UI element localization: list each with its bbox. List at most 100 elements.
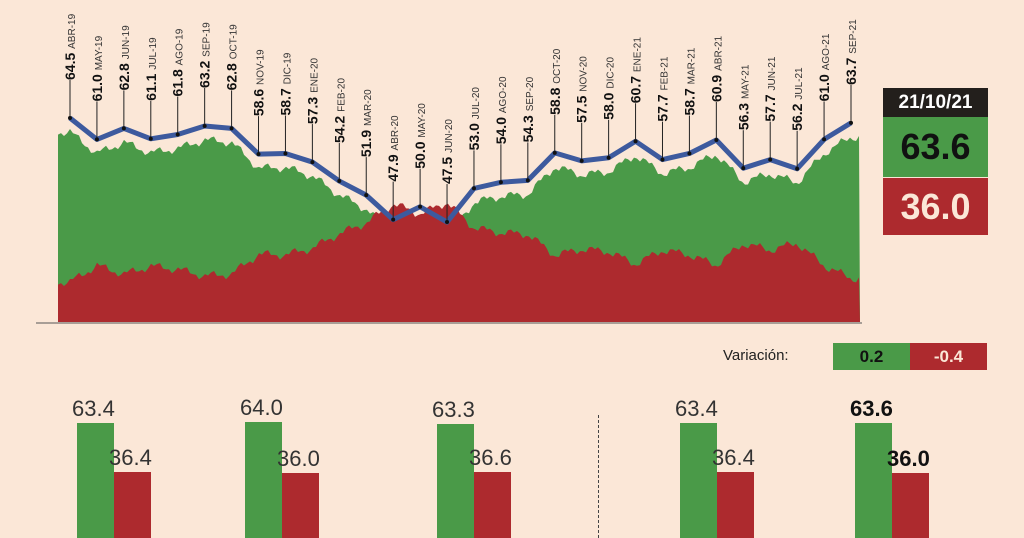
point-value: 54.2	[331, 112, 347, 143]
data-point	[687, 151, 692, 156]
data-point	[660, 157, 665, 162]
point-label: 61.0 MAY-19	[89, 35, 105, 101]
point-value: 58.7	[681, 84, 697, 115]
point-month: JUN-21	[767, 56, 778, 90]
point-month: ABR-20	[390, 115, 401, 150]
data-point	[418, 204, 423, 209]
point-label: 57.7 FEB-21	[654, 56, 670, 121]
point-month: MAY-20	[417, 103, 428, 138]
point-label: 60.7 ENE-21	[628, 37, 644, 104]
point-value: 60.9	[708, 71, 724, 102]
data-point	[822, 137, 827, 142]
point-month: FEB-20	[336, 78, 347, 112]
point-value: 57.7	[762, 90, 778, 121]
point-value: 53.0	[466, 119, 482, 150]
data-point	[148, 136, 153, 141]
point-value: 51.9	[358, 126, 374, 157]
desaprobacion-bar	[892, 472, 929, 538]
point-value: 62.8	[224, 59, 240, 90]
point-value: 61.1	[143, 70, 159, 101]
data-point	[94, 137, 99, 142]
data-point	[175, 132, 180, 137]
point-month: FEB-21	[659, 56, 670, 90]
approval-line	[68, 116, 853, 225]
data-point	[714, 138, 719, 143]
desaprobacion-bar-label: 36.6	[469, 444, 512, 470]
point-label: 54.2 FEB-20	[331, 78, 347, 143]
desaprobacion-bar	[717, 472, 754, 538]
point-label: 47.9 ABR-20	[385, 115, 401, 182]
data-point	[633, 139, 638, 144]
aprobacion-bar	[245, 422, 282, 538]
aprobacion-bar	[680, 423, 717, 538]
point-value: 61.0	[89, 70, 105, 101]
point-month: ABR-19	[67, 13, 78, 48]
data-point	[310, 160, 315, 165]
desaprobacion-bar-label: 36.0	[277, 445, 320, 471]
point-month: JUN-19	[121, 25, 132, 59]
variation-approval: 0.2	[833, 343, 910, 370]
data-point	[795, 166, 800, 171]
data-point	[849, 120, 853, 125]
data-point	[552, 150, 557, 155]
point-label: 58.7 DIC-19	[277, 52, 293, 115]
desaprobacion-bar-label: 36.4	[109, 445, 152, 471]
aprobacion-bar-label: 64.0	[240, 395, 283, 421]
variation-label: Variación:	[723, 347, 789, 364]
point-month: SEP-20	[525, 76, 536, 111]
data-point	[337, 179, 342, 184]
point-label: 61.0 AGO-21	[816, 33, 832, 101]
point-label: 57.7 JUN-21	[762, 56, 778, 121]
aprobacion-bar-label: 63.6	[850, 396, 893, 421]
data-point	[445, 220, 450, 225]
point-month: JUL-20	[471, 87, 482, 120]
point-label: 63.7 SEP-21	[843, 19, 859, 85]
point-month: OCT-19	[229, 24, 240, 59]
data-point	[498, 180, 503, 185]
point-label: 47.5 JUN-20	[439, 119, 455, 184]
divider-dashed	[598, 415, 599, 538]
desaprobacion-bar	[282, 472, 319, 538]
point-value: 57.5	[574, 92, 590, 123]
point-value: 63.2	[197, 57, 213, 88]
point-label: 61.8 AGO-19	[170, 28, 186, 96]
current-approval: 63.6	[883, 117, 988, 177]
data-point	[68, 116, 72, 120]
aprobacion-bar	[855, 423, 892, 538]
data-point	[525, 178, 530, 183]
data-point	[256, 152, 261, 157]
point-value: 58.7	[277, 84, 293, 115]
current-disapproval: 36.0	[883, 178, 988, 235]
point-month: JUL-19	[148, 37, 159, 70]
point-value: 57.3	[304, 93, 320, 124]
point-month: DIC-20	[606, 57, 617, 89]
point-value: 47.9	[385, 150, 401, 181]
point-label: 57.5 NOV-20	[574, 56, 590, 123]
point-value: 50.0	[412, 138, 428, 169]
point-month: MAY-19	[94, 35, 105, 70]
point-value: 61.0	[816, 70, 832, 101]
data-point	[283, 151, 288, 156]
point-month: DIC-19	[282, 52, 293, 84]
data-point	[579, 158, 584, 163]
current-date: 21/10/21	[883, 88, 988, 117]
aprobacion-bar	[77, 423, 114, 538]
point-month: JUL-21	[794, 67, 805, 100]
aprobacion-bar-label: 63.3	[432, 396, 475, 422]
disapproval-area	[58, 203, 860, 322]
point-label: 51.9 MAR-20	[358, 89, 374, 157]
point-label: 56.2 JUL-21	[789, 67, 805, 131]
aprobacion-bar-label: 63.4	[675, 396, 718, 422]
point-label: 56.3 MAY-21	[735, 64, 751, 130]
point-label: 50.0 MAY-20	[412, 103, 428, 169]
approval-line-chart: 64.5 ABR-19 61.0 MAY-19 62.8 JUN-19 61.1 JU…	[36, 13, 862, 324]
desaprobacion-bar-label: 36.4	[712, 445, 755, 471]
point-value: 63.7	[843, 54, 859, 85]
point-value: 57.7	[654, 90, 670, 121]
point-month: NOV-20	[579, 56, 590, 92]
point-value: 58.6	[251, 85, 267, 116]
data-point	[768, 157, 773, 162]
point-label: 53.0 JUL-20	[466, 87, 482, 151]
data-point	[471, 186, 476, 191]
